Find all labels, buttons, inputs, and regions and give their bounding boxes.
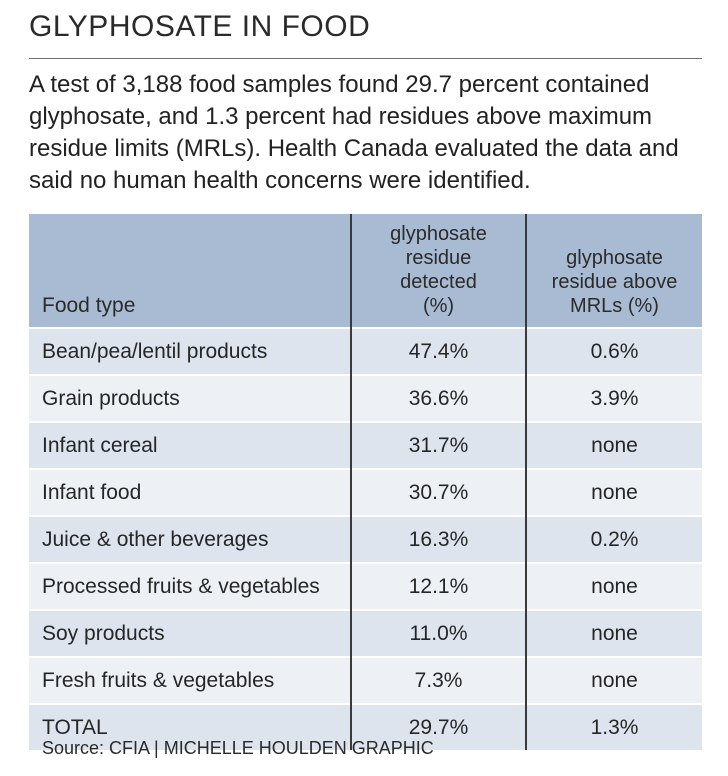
food-type-cell: Infant cereal — [29, 421, 352, 469]
table-header-row: Food type glyphosate residue detected (%… — [29, 214, 702, 328]
detected-cell: 12.1% — [351, 562, 527, 610]
above-mrl-cell: none — [526, 656, 702, 704]
table-row: Bean/pea/lentil products 47.4% 0.6% — [29, 327, 702, 375]
table-row: Processed fruits & vegetables 12.1% none — [29, 562, 702, 610]
food-type-cell: Grain products — [29, 374, 352, 422]
header-detected: glyphosate residue detected (%) — [351, 214, 527, 328]
table-row: Fresh fruits & vegetables 7.3% none — [29, 656, 702, 704]
above-mrl-cell: 3.9% — [526, 374, 702, 422]
detected-cell: 29.7% — [351, 703, 527, 750]
table-row-total: TOTAL 29.7% 1.3% — [29, 703, 702, 750]
table-row: Grain products 36.6% 3.9% — [29, 374, 702, 422]
detected-cell: 36.6% — [351, 374, 527, 422]
page-title: GLYPHOSATE IN FOOD — [29, 10, 371, 43]
table-row: Infant cereal 31.7% none — [29, 421, 702, 469]
detected-cell: 7.3% — [351, 656, 527, 704]
table-row: Juice & other beverages 16.3% 0.2% — [29, 515, 702, 563]
glyphosate-table: Food type glyphosate residue detected (%… — [29, 214, 702, 750]
food-type-cell: Processed fruits & vegetables — [29, 562, 352, 610]
above-mrl-cell: 0.2% — [526, 515, 702, 563]
above-mrl-cell: none — [526, 609, 702, 657]
detected-cell: 30.7% — [351, 468, 527, 516]
detected-cell: 47.4% — [351, 327, 527, 375]
table-row: Infant food 30.7% none — [29, 468, 702, 516]
intro-paragraph: A test of 3,188 food samples found 29.7 … — [29, 71, 679, 194]
food-type-cell: Soy products — [29, 609, 352, 657]
food-type-cell: Fresh fruits & vegetables — [29, 656, 352, 704]
detected-cell: 16.3% — [351, 515, 527, 563]
food-type-cell: Bean/pea/lentil products — [29, 327, 352, 375]
source-credit: Source: CFIA | MICHELLE HOULDEN GRAPHIC — [42, 738, 434, 758]
above-mrl-cell: none — [526, 468, 702, 516]
above-mrl-cell: none — [526, 421, 702, 469]
above-mrl-cell: 1.3% — [526, 703, 702, 750]
detected-cell: 31.7% — [351, 421, 527, 469]
above-mrl-cell: 0.6% — [526, 327, 702, 375]
header-above-mrl: glyphosate residue above MRLs (%) — [526, 214, 702, 328]
food-type-cell: TOTAL — [29, 703, 352, 750]
food-type-cell: Infant food — [29, 468, 352, 516]
above-mrl-cell: none — [526, 562, 702, 610]
detected-cell: 11.0% — [351, 609, 527, 657]
title-divider — [29, 58, 702, 59]
table-row: Soy products 11.0% none — [29, 609, 702, 657]
header-food-type: Food type — [29, 214, 352, 328]
food-type-cell: Juice & other beverages — [29, 515, 352, 563]
